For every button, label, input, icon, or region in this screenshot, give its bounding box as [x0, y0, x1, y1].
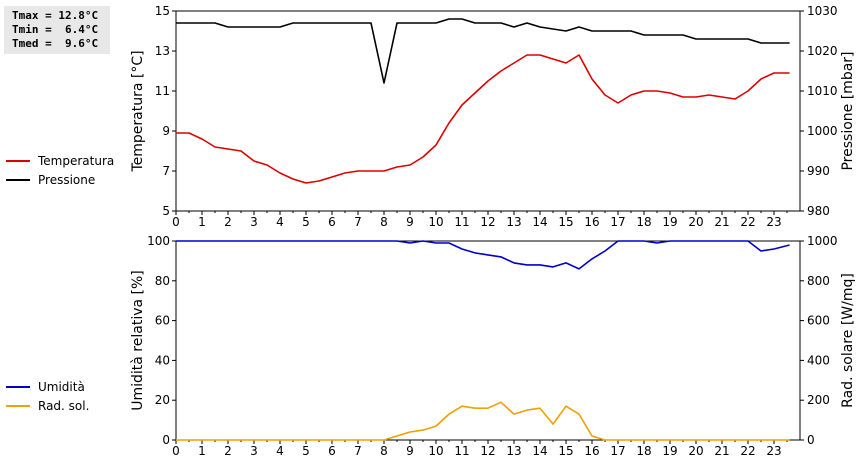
legend-label: Temperatura: [37, 154, 114, 168]
x-tick-label: 13: [506, 215, 521, 229]
y-left-tick-label: 13: [155, 44, 170, 58]
x-tick-label: 16: [584, 215, 599, 229]
tmed-text: Tmed = 9.6°C: [12, 37, 99, 50]
plot-frame: [175, 240, 801, 441]
x-tick-label: 22: [740, 215, 755, 229]
x-tick-label: 17: [610, 215, 625, 229]
x-tick-label: 6: [328, 215, 336, 229]
x-tick-label: 19: [662, 215, 677, 229]
y-left-tick-label: 80: [155, 274, 170, 288]
series-line-rad-sol-: [176, 401, 790, 441]
y-right-tick-label: 1020: [807, 44, 838, 58]
y-left-tick-label: 0: [162, 433, 170, 447]
x-tick-label: 1: [198, 215, 206, 229]
series-line-pressione: [176, 18, 790, 84]
x-tick-label: 23: [766, 444, 781, 458]
temperature-pressure-chart: 0 1 2 3 4 5 6 7 8 9 10 11 12 13 14 15 16 17 18 19 20 21 22 2357…: [130, 4, 856, 229]
series-line-temperatura: [176, 54, 790, 184]
stats-box: Tmax = 12.8°C Tmin = 6.4°C Tmed = 9.6°C: [4, 6, 110, 54]
x-tick-label: 5: [302, 215, 310, 229]
y-right-tick-label: 400: [807, 353, 830, 367]
x-tick-label: 1: [198, 444, 206, 458]
x-tick-label: 15: [558, 215, 573, 229]
legend-bottom: Umidità Rad. sol.: [6, 380, 89, 413]
x-tick-label: 2: [224, 444, 232, 458]
y-right-tick-label: 990: [807, 164, 830, 178]
y-left-tick-label: 20: [155, 393, 170, 407]
x-tick-label: 17: [610, 444, 625, 458]
y-left-tick-label: 15: [155, 4, 170, 18]
y-right-axis-label: Pressione [mbar]: [840, 51, 856, 170]
humidity-radiation-chart: 0 1 2 3 4 5 6 7 8 9 10 11 12 13 14 15 16 17 18 19 20 21 22 2302…: [130, 234, 856, 458]
x-tick-label: 9: [406, 444, 414, 458]
tmax-text: Tmax = 12.8°C: [12, 9, 99, 22]
y-left-tick-label: 7: [162, 164, 170, 178]
x-tick-label: 11: [454, 215, 469, 229]
x-tick-label: 15: [558, 444, 573, 458]
y-left-axis-label: Temperatura [°C]: [130, 50, 146, 172]
series-line-umidit-: [176, 240, 790, 270]
x-tick-label: 9: [406, 215, 414, 229]
x-tick-label: 2: [224, 215, 232, 229]
x-tick-label: 0: [172, 444, 180, 458]
y-left-tick-label: 60: [155, 314, 170, 328]
y-left-axis-label: Umidità relativa [%]: [130, 270, 146, 411]
x-tick-label: 0: [172, 215, 180, 229]
x-tick-label: 21: [714, 215, 729, 229]
y-right-tick-label: 1010: [807, 84, 838, 98]
legend-label: Rad. sol.: [38, 399, 89, 413]
legend-label: Pressione: [38, 173, 95, 187]
x-tick-label: 7: [354, 444, 362, 458]
x-tick-label: 19: [662, 444, 677, 458]
y-right-tick-label: 800: [807, 274, 830, 288]
x-tick-label: 12: [480, 444, 495, 458]
plot-frame: [175, 10, 801, 212]
y-left-tick-label: 100: [147, 234, 170, 248]
y-right-tick-label: 1030: [807, 4, 838, 18]
x-tick-label: 18: [636, 215, 651, 229]
x-tick-label: 4: [276, 444, 284, 458]
x-tick-label: 23: [766, 215, 781, 229]
y-right-tick-label: 0: [807, 433, 815, 447]
x-tick-label: 8: [380, 444, 388, 458]
x-tick-label: 22: [740, 444, 755, 458]
y-left-tick-label: 40: [155, 353, 170, 367]
y-left-tick-label: 9: [162, 124, 170, 138]
x-tick-label: 11: [454, 444, 469, 458]
x-tick-label: 3: [250, 444, 258, 458]
x-tick-label: 8: [380, 215, 388, 229]
x-tick-label: 21: [714, 444, 729, 458]
x-tick-label: 4: [276, 215, 284, 229]
x-tick-label: 18: [636, 444, 651, 458]
x-tick-label: 3: [250, 215, 258, 229]
x-tick-label: 7: [354, 215, 362, 229]
x-tick-label: 20: [688, 444, 703, 458]
y-left-tick-label: 11: [155, 84, 170, 98]
y-right-tick-label: 1000: [807, 234, 838, 248]
tmin-text: Tmin = 6.4°C: [12, 23, 99, 36]
y-right-tick-label: 1000: [807, 124, 838, 138]
x-tick-label: 12: [480, 215, 495, 229]
y-right-tick-label: 980: [807, 204, 830, 218]
y-right-tick-label: 600: [807, 314, 830, 328]
legend-top: Temperatura Pressione: [6, 154, 114, 187]
x-tick-label: 10: [428, 444, 443, 458]
x-tick-label: 6: [328, 444, 336, 458]
x-tick-label: 20: [688, 215, 703, 229]
legend-label: Umidità: [38, 380, 85, 394]
x-tick-label: 10: [428, 215, 443, 229]
x-tick-label: 14: [532, 444, 547, 458]
y-left-tick-label: 5: [162, 204, 170, 218]
x-tick-label: 13: [506, 444, 521, 458]
y-right-axis-label: Rad. solare [W/mq]: [840, 273, 856, 408]
x-tick-label: 14: [532, 215, 547, 229]
x-tick-label: 16: [584, 444, 599, 458]
x-tick-label: 5: [302, 444, 310, 458]
y-right-tick-label: 200: [807, 393, 830, 407]
